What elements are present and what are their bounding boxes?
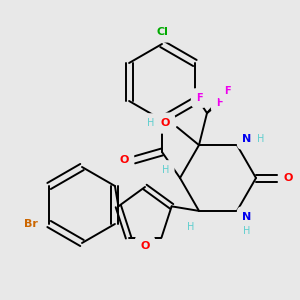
Text: H: H — [162, 165, 170, 175]
Text: H: H — [243, 226, 251, 236]
Text: N: N — [242, 134, 252, 144]
Text: F: F — [224, 86, 230, 96]
Text: Cl: Cl — [156, 27, 168, 37]
Text: H: H — [147, 118, 155, 128]
Text: Br: Br — [24, 219, 38, 229]
Text: O: O — [119, 155, 129, 165]
Text: H: H — [187, 222, 195, 232]
Text: O: O — [283, 173, 293, 183]
Text: F: F — [196, 93, 202, 103]
Text: O: O — [160, 118, 170, 128]
Text: O: O — [140, 241, 150, 251]
Text: N: N — [242, 212, 252, 222]
Text: H: H — [257, 134, 265, 144]
Text: F: F — [216, 98, 222, 108]
